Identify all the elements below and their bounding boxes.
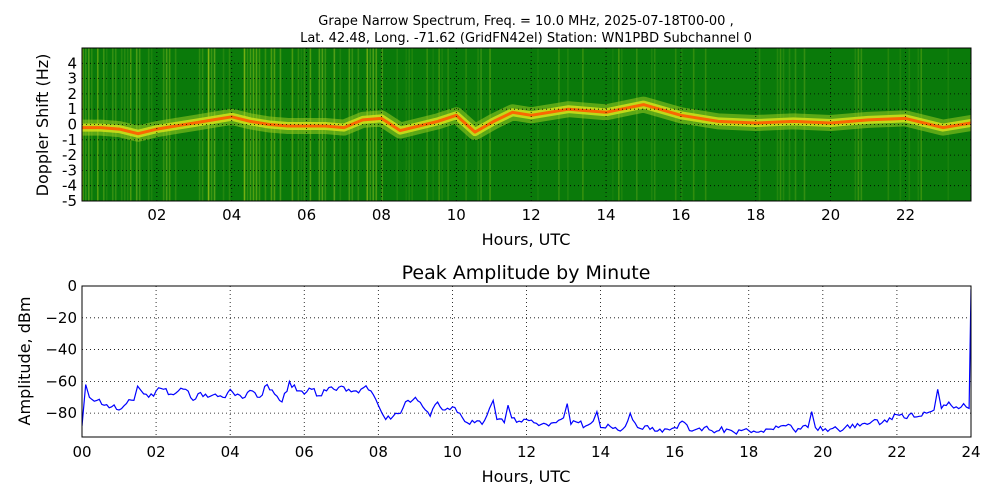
amplitude-x-tick-label: 00 (72, 443, 91, 461)
amplitude-x-tick-label: 08 (369, 443, 388, 461)
spectrogram-x-tick-label: 06 (297, 206, 316, 224)
spectrogram-x-tick-label: 02 (147, 206, 166, 224)
spectrogram-y-tick-label: -4 (62, 177, 77, 195)
spectrogram-noise-stripe (537, 48, 539, 201)
spectrogram-y-tick-label: 1 (67, 100, 77, 118)
amplitude-x-label: Hours, UTC (482, 467, 571, 486)
amplitude-y-tick-label: 0 (67, 277, 77, 295)
spectrogram-y-tick-label: -2 (62, 146, 77, 164)
amplitude-x-ticks: 00 02 04 06 08 10 12 14 16 18 20 22 24 (72, 443, 980, 461)
spectrogram-x-tick-label: 20 (821, 206, 840, 224)
amplitude-panel: 00 02 04 06 08 10 12 14 16 18 20 22 24 0 −20 −40 −60 −80 (45, 277, 980, 461)
amplitude-x-tick-label: 16 (665, 443, 684, 461)
spectrogram-x-tick-label: 14 (596, 206, 615, 224)
amplitude-x-tick-label: 20 (813, 443, 832, 461)
spectrogram-grid (82, 48, 971, 201)
spectrogram-x-tick-label: 18 (746, 206, 765, 224)
spectrogram-x-tick-label: 04 (222, 206, 241, 224)
spectrogram-title-line2: Lat. 42.48, Long. -71.62 (GridFN42el) St… (300, 31, 752, 46)
spectrogram-x-ticks: 02 04 06 08 10 12 14 16 18 20 22 (147, 206, 915, 224)
amplitude-y-ticks: 0 −20 −40 −60 −80 (45, 277, 77, 422)
spectrogram-doppler-band (82, 96, 971, 142)
spectrogram-y-label: Doppler Shift (Hz) (33, 54, 52, 197)
amplitude-y-tick-label: −60 (45, 372, 77, 390)
amplitude-frame (81, 285, 972, 438)
amplitude-x-tick-label: 22 (887, 443, 906, 461)
spectrogram-y-tick-label: 3 (67, 70, 77, 88)
amplitude-x-tick-label: 02 (147, 443, 166, 461)
spectrogram-x-tick-label: 08 (372, 206, 391, 224)
spectrogram-y-tick-label: -1 (62, 131, 77, 149)
spectrogram-noise-stripe (650, 48, 653, 201)
spectrogram-noise-stripe (567, 48, 569, 201)
amplitude-x-tick-label: 04 (221, 443, 240, 461)
amplitude-x-tick-label: 24 (961, 443, 980, 461)
spectrogram-noise-stripe (680, 48, 683, 201)
spectrogram-noise-stripe (621, 48, 623, 201)
amplitude-x-tick-label: 18 (739, 443, 758, 461)
spectrogram-x-tick-label: 16 (671, 206, 690, 224)
amplitude-series-line (82, 289, 971, 435)
spectrogram-noise-stripe (635, 48, 638, 201)
spectrogram-title-line1: Grape Narrow Spectrum, Freq. = 10.0 MHz,… (318, 14, 733, 29)
spectrogram-noise-stripe (135, 48, 138, 201)
amplitude-title: Peak Amplitude by Minute (402, 262, 651, 284)
amplitude-y-tick-label: −80 (45, 404, 77, 422)
amplitude-y-label: Amplitude, dBm (15, 297, 34, 426)
amplitude-x-tick-label: 06 (295, 443, 314, 461)
spectrogram-y-tick-label: 4 (67, 54, 77, 72)
amplitude-y-tick-label: −40 (45, 341, 77, 359)
spectrogram-x-tick-label: 12 (522, 206, 541, 224)
spectrogram-y-tick-label: -3 (62, 161, 77, 179)
spectrogram-noise-stripe (674, 48, 677, 201)
spectrogram-frame (81, 47, 972, 202)
spectrogram-x-tick-label: 10 (447, 206, 466, 224)
amplitude-x-tick-label: 14 (591, 443, 610, 461)
doppler-trace-layer-2 (82, 103, 971, 136)
amplitude-background (82, 286, 971, 437)
amplitude-x-tick-label: 12 (517, 443, 536, 461)
amplitude-x-tick-label: 10 (443, 443, 462, 461)
spectrogram-noise-stripe (612, 48, 614, 201)
amplitude-y-tick-label: −20 (45, 309, 77, 327)
spectrogram-x-label: Hours, UTC (482, 230, 571, 249)
spectrogram-y-tick-label: 2 (67, 85, 77, 103)
spectrogram-noise-stripe (138, 48, 141, 201)
spectrogram-y-tick-label: -5 (62, 192, 77, 210)
spectrogram-x-tick-label: 22 (896, 206, 915, 224)
spectrogram-y-tick-label: 0 (67, 116, 77, 134)
